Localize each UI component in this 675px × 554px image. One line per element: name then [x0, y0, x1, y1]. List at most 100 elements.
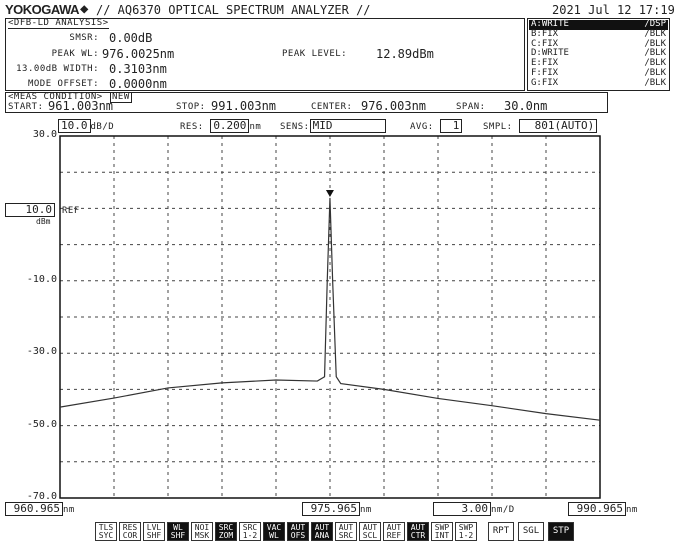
x-center-value[interactable]: 975.965: [302, 502, 360, 516]
softkey-label-top: RES: [122, 523, 138, 532]
softkey-aut-ofs[interactable]: AUT OFS: [287, 522, 309, 541]
x-start-readout[interactable]: 960.965 nm: [5, 502, 75, 516]
center-value: 976.003nm: [361, 99, 427, 113]
softkey-label-bottom: REF: [386, 531, 402, 540]
scale-value[interactable]: 10.0: [58, 119, 91, 133]
trace-name: C:FIX: [531, 38, 559, 49]
softkey-lvl-shf[interactable]: LVL SHF: [143, 522, 165, 541]
softkey-label-bottom: CTR: [410, 531, 426, 540]
softkey-label-bottom: 1-2: [458, 531, 474, 540]
softkey-label-top: AUT: [290, 523, 306, 532]
x-scale-value[interactable]: 3.00: [433, 502, 491, 516]
ref-label: REF: [62, 206, 80, 216]
new-badge[interactable]: NEW: [110, 92, 132, 103]
stop-value: 991.003nm: [211, 99, 277, 113]
trace-row[interactable]: D:WRITE/BLK: [529, 49, 668, 59]
width-value: 0.3103nm: [109, 62, 167, 76]
softkey-label-top: WL: [173, 523, 183, 532]
trace-mode: /BLK: [644, 48, 666, 59]
softkey-label-bottom: OFS: [290, 531, 306, 540]
meas-condition-panel: <MEAS CONDITION> NEW START: 961.003nm ST…: [5, 92, 608, 113]
softkey-vac-wl[interactable]: VAC WL: [263, 522, 285, 541]
sens-value[interactable]: MID: [309, 119, 386, 133]
analysis-title: <DFB-LD ANALYSIS>: [8, 18, 109, 29]
y-tick-label: -50.0: [26, 418, 57, 430]
softkey-sgl[interactable]: SGL: [518, 522, 544, 541]
scale-setting[interactable]: 10.0 dB/D: [58, 119, 114, 133]
trace-row[interactable]: F:FIX/BLK: [529, 67, 668, 79]
trace-mode: /BLK: [644, 38, 666, 49]
x-start-value[interactable]: 960.965: [5, 502, 63, 516]
softkey-label-top: AUT: [386, 523, 402, 532]
softkey-aut-ref[interactable]: AUT REF: [383, 522, 405, 541]
width-label: 13.00dB WIDTH:: [16, 64, 99, 74]
softkey-src-1-2[interactable]: SRC 1-2: [239, 522, 261, 541]
mode-offset-value: 0.0000nm: [109, 77, 167, 91]
softkey-noi-msk[interactable]: NOI MSK: [191, 522, 213, 541]
softkey-tls-syc[interactable]: TLS SYC: [95, 522, 117, 541]
x-stop-value[interactable]: 990.965: [568, 502, 626, 516]
softkey-src-zom[interactable]: SRC ZOM: [215, 522, 237, 541]
softkey-label-bottom: ZOM: [218, 531, 234, 540]
trace-row[interactable]: G:FIX/BLK: [529, 77, 668, 89]
softkey-aut-ana[interactable]: AUT ANA: [311, 522, 333, 541]
softkey-swp-1-2[interactable]: SWP 1-2: [455, 522, 477, 541]
softkey-label-bottom: SHF: [170, 531, 186, 540]
softkey-wl-shf[interactable]: WL SHF: [167, 522, 189, 541]
avg-value[interactable]: 1: [440, 119, 463, 133]
trace-mode: /BLK: [644, 77, 666, 88]
softkey-rpt[interactable]: RPT: [488, 522, 514, 541]
x-scale-readout[interactable]: 3.00 nm/D: [433, 502, 515, 516]
trace-row[interactable]: A:WRITE/DSP: [529, 19, 668, 30]
stop-label: STOP:: [176, 102, 206, 112]
softkey-label-top: SWP: [458, 523, 474, 532]
smsr-label: SMSR:: [69, 33, 99, 43]
start-label: START:: [8, 102, 44, 112]
sens-label: SENS:: [280, 122, 310, 132]
res-unit: nm: [249, 122, 262, 132]
smpl-setting[interactable]: SMPL: 801(AUTO): [483, 119, 598, 133]
ref-level[interactable]: 10.0: [5, 203, 55, 217]
softkey-label-top: SRC: [242, 523, 258, 532]
meas-title: <MEAS CONDITION>: [8, 92, 103, 102]
softkey-label: STP: [552, 526, 570, 536]
trace-row[interactable]: B:FIX/BLK: [529, 28, 668, 40]
ref-unit: dBm: [36, 217, 51, 226]
x-scale-unit: nm/D: [491, 505, 515, 515]
softkey-label-bottom: 1-2: [242, 531, 258, 540]
trace-name: B:FIX: [531, 28, 559, 39]
softkey-label: SGL: [522, 526, 540, 536]
softkey-aut-ctr[interactable]: AUT CTR: [407, 522, 429, 541]
smsr-value: 0.00dB: [109, 31, 153, 45]
softkey-label-top: SWP: [434, 523, 450, 532]
res-setting[interactable]: RES: 0.200 nm: [180, 119, 261, 133]
y-tick-label: -70.0: [26, 491, 57, 502]
ref-value[interactable]: 10.0: [5, 203, 55, 217]
window-title: // AQ6370 OPTICAL SPECTRUM ANALYZER //: [96, 3, 371, 17]
peak-wl-value: 976.0025nm: [102, 47, 175, 61]
avg-label: AVG:: [410, 122, 434, 132]
trace-name: F:FIX: [531, 67, 559, 78]
y-tick-label: -30.0: [26, 346, 57, 358]
softkey-res-cor[interactable]: RES COR: [119, 522, 141, 541]
avg-setting[interactable]: AVG: 1: [410, 119, 463, 133]
peak-level-value: 12.89dBm: [376, 47, 434, 61]
trace-mode: /DSP: [644, 19, 666, 29]
analysis-panel: <DFB-LD ANALYSIS> SMSR: 0.00dB PEAK WL: …: [5, 18, 525, 91]
softkey-aut-src[interactable]: AUT SRC: [335, 522, 357, 541]
softkey-swp-int[interactable]: SWP INT: [431, 522, 453, 541]
trace-name: D:WRITE: [531, 48, 569, 59]
trace-row[interactable]: C:FIX/BLK: [529, 38, 668, 50]
x-stop-readout[interactable]: 990.965 nm: [568, 502, 638, 516]
x-center-readout[interactable]: 975.965 nm: [302, 502, 372, 516]
softkey-stp[interactable]: STP: [548, 522, 574, 541]
smpl-value[interactable]: 801(AUTO): [519, 119, 598, 133]
datetime: 2021 Jul 12 17:19: [552, 3, 675, 17]
center-label: CENTER:: [311, 102, 353, 112]
trace-row[interactable]: E:FIX/BLK: [529, 58, 668, 69]
softkey-aut-scl[interactable]: AUT SCL: [359, 522, 381, 541]
sens-setting[interactable]: SENS: MID: [280, 119, 386, 133]
trace-name: G:FIX: [531, 77, 559, 88]
res-value[interactable]: 0.200: [210, 119, 250, 133]
